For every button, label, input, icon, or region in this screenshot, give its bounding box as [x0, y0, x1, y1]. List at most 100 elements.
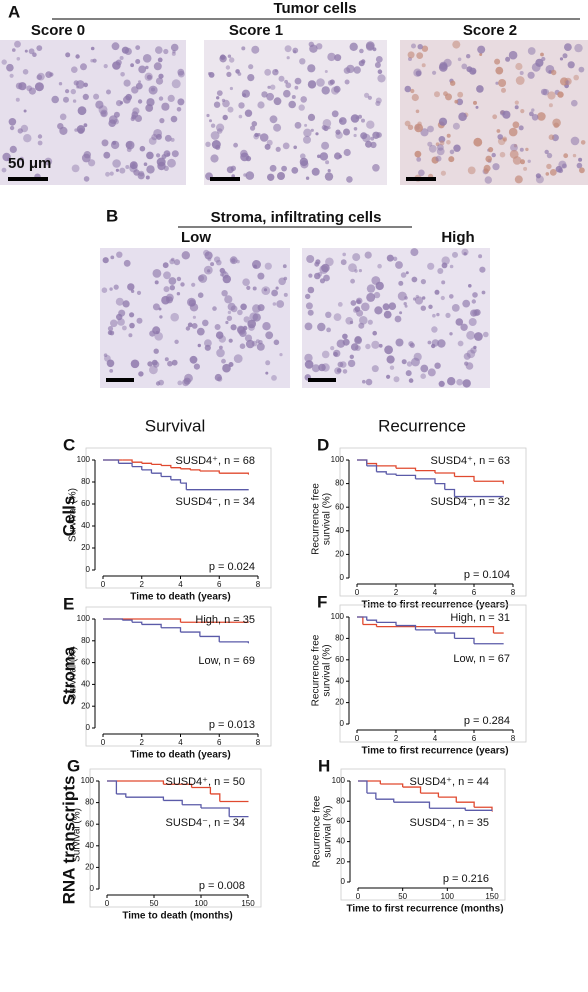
nucleus	[427, 262, 435, 270]
nucleus	[356, 299, 361, 304]
nucleus	[349, 320, 354, 325]
nucleus	[113, 118, 119, 125]
km-step	[141, 623, 162, 628]
nucleus	[386, 254, 394, 262]
y-tick-label: 20	[81, 701, 90, 710]
scale-bar	[406, 177, 436, 181]
nucleus	[261, 91, 268, 98]
nucleus	[546, 163, 552, 170]
km-step	[107, 780, 118, 794]
nucleus	[238, 102, 245, 109]
nucleus	[361, 118, 365, 123]
nucleus	[1, 59, 7, 65]
nucleus	[431, 343, 436, 349]
nucleus	[383, 310, 392, 319]
x-axis-label: Time to death (years)	[130, 592, 230, 603]
nucleus	[417, 121, 422, 126]
nucleus	[315, 259, 321, 265]
nucleus	[437, 339, 446, 348]
micrograph	[400, 40, 588, 185]
nucleus	[273, 97, 282, 106]
nucleus	[365, 42, 375, 51]
nucleus	[458, 112, 467, 121]
nucleus	[12, 48, 16, 52]
x-tick-label: 6	[472, 588, 477, 597]
nucleus	[311, 167, 320, 176]
nucleus	[479, 53, 483, 56]
nucleus	[145, 175, 150, 180]
nucleus	[471, 299, 476, 304]
nucleus	[518, 125, 524, 131]
nucleus	[333, 85, 341, 93]
nucleus	[246, 285, 251, 290]
nucleus	[324, 70, 328, 73]
nucleus	[76, 85, 80, 89]
nucleus	[173, 259, 181, 266]
nucleus	[404, 120, 411, 127]
nucleus	[163, 286, 170, 293]
nucleus	[243, 316, 250, 323]
nucleus	[240, 149, 248, 158]
nucleus	[452, 251, 458, 258]
nucleus	[299, 157, 309, 167]
nucleus	[147, 361, 153, 367]
nucleus	[342, 369, 348, 374]
nucleus	[118, 309, 126, 317]
nucleus	[314, 272, 321, 280]
nucleus	[333, 351, 338, 357]
nucleus	[469, 67, 477, 75]
nucleus	[365, 140, 372, 148]
nucleus	[404, 85, 412, 93]
nucleus	[578, 157, 583, 162]
nucleus	[73, 80, 79, 86]
nucleus	[342, 338, 350, 346]
nucleus	[28, 87, 36, 95]
nucleus	[513, 144, 518, 148]
nucleus	[348, 263, 357, 273]
nucleus	[172, 50, 176, 54]
km-step	[219, 472, 249, 475]
nucleus	[535, 173, 542, 179]
nucleus	[439, 61, 448, 70]
nucleus	[492, 163, 500, 171]
nucleus	[153, 62, 162, 71]
nucleus	[327, 169, 331, 173]
p-value: p = 0.216	[443, 873, 489, 885]
nucleus	[271, 289, 278, 297]
nucleus	[2, 152, 11, 162]
nucleus	[202, 319, 209, 327]
nucleus	[455, 318, 464, 326]
nucleus	[116, 100, 123, 107]
x-tick-label: 4	[178, 580, 183, 589]
y-axis-label: Survival (%)	[68, 488, 79, 542]
nucleus	[213, 101, 221, 108]
nucleus	[171, 150, 179, 158]
y-tick-label: 80	[335, 634, 344, 643]
nucleus	[552, 118, 561, 128]
nucleus	[158, 379, 165, 386]
nucleus	[127, 283, 135, 291]
y-tick-label: 60	[81, 658, 90, 667]
y-tick-label: 0	[90, 884, 95, 893]
x-tick-label: 6	[217, 738, 222, 747]
km-step	[474, 625, 495, 634]
nucleus	[149, 365, 158, 375]
nucleus	[548, 103, 553, 108]
nucleus	[464, 361, 469, 366]
nucleus	[441, 280, 446, 285]
series-label: Low, n = 67	[453, 653, 510, 665]
x-axis-label: Time to death (years)	[130, 750, 230, 761]
nucleus	[264, 262, 272, 270]
nucleus	[59, 126, 68, 135]
km-step	[116, 793, 127, 798]
nucleus	[559, 57, 564, 61]
nucleus	[529, 111, 534, 117]
nucleus	[158, 73, 164, 79]
nucleus	[520, 109, 525, 114]
x-tick-label: 150	[241, 899, 255, 908]
nucleus	[483, 168, 489, 174]
nucleus	[330, 346, 335, 351]
micrograph	[204, 40, 387, 185]
km-step	[103, 618, 182, 623]
nucleus	[204, 251, 213, 260]
